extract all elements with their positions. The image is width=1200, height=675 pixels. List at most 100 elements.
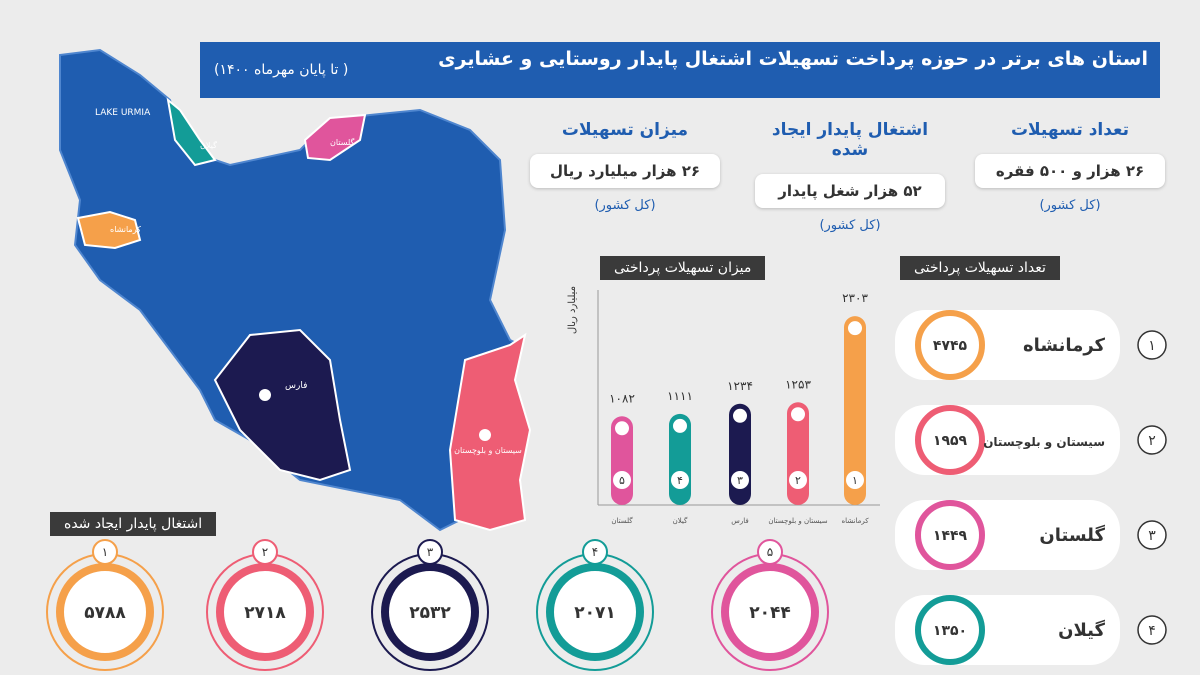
stat: اشتغال پایدار ایجاد شده ۵۲ هزار شغل پاید… (755, 120, 945, 233)
value-label: ۲۳۰۳ (842, 291, 868, 305)
x-tick-label: گیلان (673, 516, 688, 525)
x-tick-label: سیستان و بلوچستان (768, 517, 827, 525)
value-label: ۱۲۵۳ (785, 377, 811, 391)
value-circle (56, 563, 154, 661)
value-circle (546, 563, 644, 661)
rank-number: ۲ (262, 545, 268, 559)
rank-badge (789, 471, 807, 489)
stat: تعداد تسهیلات ۲۶ هزار و ۵۰۰ فقره (کل کشو… (975, 120, 1165, 213)
ranking-list: ۴۷۴۵ کرمانشاه ۱ ۱۹۵۹ سیستان و بلوچستان ۲ ۱۴۴۹ گ… (895, 310, 1167, 665)
rank-number: ۱ (102, 545, 108, 559)
rank-circle (1137, 615, 1167, 645)
stat-note: (کل کشور) (819, 218, 881, 233)
map-label: سیستان و بلوچستان (454, 446, 522, 455)
rank-number: ۴ (1148, 623, 1156, 639)
rank-badge (846, 471, 864, 489)
rank-circle (92, 539, 118, 565)
chart-title: میزان تسهیلات پرداختی (600, 256, 766, 280)
value-circle (216, 563, 314, 661)
value-label: ۱۰۸۲ (609, 391, 635, 405)
employment-value: ۲۵۳۲ (409, 603, 451, 623)
rank-circle (1137, 330, 1167, 360)
ranking-title: تعداد تسهیلات پرداختی (900, 256, 1060, 280)
map-dot (479, 429, 491, 441)
bar-cap (789, 405, 807, 424)
map-label: کرمانشاه (110, 225, 141, 234)
stat-note: (کل کشور) (594, 198, 656, 213)
rank-number: ۲ (1148, 433, 1156, 449)
stat-title: تعداد تسهیلات (1010, 120, 1130, 140)
stat-title: اشتغال پایدار ایجاد شده (771, 120, 929, 160)
map: LAKE URMIA گیلان گلستان کرمانشاه فارس سی… (59, 48, 532, 532)
bar-cap (671, 416, 689, 435)
x-tick-label: گلستان (611, 516, 633, 525)
rank-badge (613, 471, 631, 489)
map-label: LAKE URMIA (95, 108, 151, 118)
rank-badge (671, 471, 689, 489)
value-ring (915, 405, 985, 475)
map-label: گیلان (200, 140, 217, 150)
rank-name: سیستان و بلوچستان (983, 435, 1105, 450)
employment-value: ۲۰۴۴ (749, 603, 791, 623)
rank-number: ۱ (1148, 338, 1156, 354)
rank-circle (1137, 425, 1167, 455)
rank-value: ۱۹۵۹ (933, 433, 968, 449)
stat-note: (کل کشور) (1039, 198, 1101, 213)
rank-value: ۴۷۴۵ (933, 338, 968, 354)
employment-circles: ۵۷۸۸ ۱ ۲۷۱۸ ۲ ۲۵۳۲ ۳ ۲۰۷۱ ۴ ۲۰۴۴ ۵ (46, 539, 829, 671)
rank-circle (757, 539, 783, 565)
header: استان های برتر در حوزه پرداخت تسهیلات اش… (200, 42, 1160, 98)
map-dot (259, 389, 271, 401)
bar-chart: میلیارد ریال ۲۳۰۳ ۱ کرمانشاه ۱۲۵۳ ۲ سیستان و … (567, 286, 880, 525)
rank-number: ۳ (1148, 528, 1156, 544)
stat-value: ۲۶ هزار و ۵۰۰ فقره (975, 154, 1165, 188)
rank-name: گیلان (1058, 619, 1105, 641)
rank-number: ۳ (427, 545, 434, 559)
map-label: گلستان (330, 137, 355, 147)
value-ring (915, 310, 985, 380)
stat-value: ۲۶ هزار میلیارد ریال (530, 154, 720, 188)
employment-value: ۵۷۸۸ (84, 603, 126, 623)
stat: میزان تسهیلات ۲۶ هزار میلیارد ریال (کل ک… (530, 120, 720, 213)
employment-value: ۲۰۷۱ (574, 603, 616, 623)
province-fars (213, 328, 352, 482)
rank-label: ۵ (619, 474, 625, 487)
rank-label: ۲ (795, 474, 801, 487)
y-axis-label: میلیارد ریال (567, 286, 578, 334)
value-circle (721, 563, 819, 661)
province-gilan (166, 97, 217, 167)
x-tick-label: کرمانشاه (841, 517, 869, 525)
province-golestan (303, 113, 367, 162)
province-kermanshah (76, 210, 142, 250)
value-ring (915, 500, 985, 570)
rank-label: ۱ (852, 474, 858, 487)
value-label: ۱۲۳۴ (727, 379, 753, 393)
value-ring (915, 595, 985, 665)
title: استان های برتر در حوزه پرداخت تسهیلات اش… (438, 48, 1148, 70)
subtitle: ( تا پایان مهرماه ۱۴۰۰) (214, 62, 349, 78)
rank-label: ۳ (737, 474, 743, 487)
rank-label: ۴ (677, 474, 683, 487)
employment-title: اشتغال پایدار ایجاد شده (50, 512, 217, 536)
bar-cap (846, 319, 864, 338)
value-circle (381, 563, 479, 661)
rank-circle (417, 539, 443, 565)
rank-circle (582, 539, 608, 565)
stat-value: ۵۲ هزار شغل پایدار (755, 174, 945, 208)
employment-value: ۲۷۱۸ (244, 603, 286, 623)
rank-number: ۵ (767, 545, 773, 559)
bar-cap (613, 419, 631, 438)
rank-name: کرمانشاه (1023, 335, 1106, 356)
rank-circle (252, 539, 278, 565)
rank-value: ۱۳۵۰ (933, 623, 967, 639)
bar-cap (731, 406, 749, 425)
rank-number: ۴ (592, 545, 598, 559)
value-label: ۱۱۱۱ (667, 389, 693, 403)
rank-badge (731, 471, 749, 489)
bar (844, 316, 866, 505)
stat-title: میزان تسهیلات (561, 120, 689, 140)
rank-circle (1137, 520, 1167, 550)
map-label: فارس (285, 381, 307, 391)
